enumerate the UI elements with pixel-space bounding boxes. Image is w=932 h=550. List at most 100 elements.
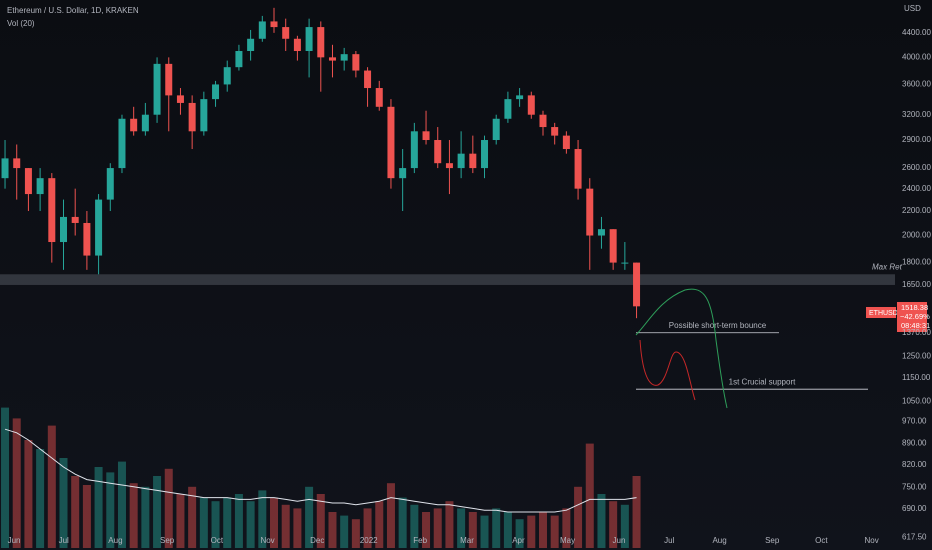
- change-label: −42.69%: [900, 312, 930, 321]
- volume-bar: [632, 476, 641, 548]
- candle-body: [71, 216, 79, 223]
- candle-body: [586, 188, 594, 236]
- candle-body: [1, 158, 9, 179]
- candle-body: [247, 38, 255, 52]
- indicator-label: Vol (20): [7, 19, 35, 28]
- candle-body: [317, 27, 325, 58]
- y-tick-label: 1050.00: [902, 396, 931, 405]
- volume-bar: [585, 443, 594, 548]
- volume-bar: [457, 508, 466, 548]
- volume-bar: [351, 519, 360, 548]
- y-tick-label: 4400.00: [902, 28, 931, 37]
- y-tick-label: 820.00: [902, 460, 927, 469]
- zone-label: Max Ret: [872, 262, 903, 271]
- volume-bar: [328, 512, 337, 548]
- x-tick-label: Nov: [260, 536, 274, 545]
- x-tick-label: Jul: [59, 536, 69, 545]
- volume-bar: [503, 512, 512, 548]
- x-tick-label: May: [560, 536, 575, 545]
- candle-body: [13, 158, 21, 169]
- volume-bar: [398, 497, 407, 548]
- last-price: 1518.38: [901, 303, 928, 312]
- volume-bar: [36, 449, 45, 548]
- candle-body: [562, 135, 570, 150]
- x-tick-label: Jul: [664, 536, 674, 545]
- candle-body: [597, 229, 605, 236]
- candle-body: [457, 153, 465, 169]
- volume-bar: [550, 515, 559, 548]
- y-tick-label: 1370.00: [902, 328, 931, 337]
- candle-body: [481, 140, 489, 169]
- candle-body: [352, 54, 360, 71]
- candle-body: [328, 57, 336, 61]
- volume-bar: [515, 519, 524, 548]
- x-tick-label: Sep: [160, 536, 175, 545]
- y-tick-label: 750.00: [902, 483, 927, 492]
- volume-bar: [574, 486, 583, 548]
- level-label: Possible short-term bounce: [669, 321, 767, 330]
- candle-body: [574, 149, 582, 189]
- volume-bar: [270, 497, 279, 548]
- x-tick-label: Sep: [765, 536, 780, 545]
- candle-body: [153, 63, 161, 115]
- volume-bar: [620, 504, 629, 548]
- resistance-zone: [0, 274, 895, 285]
- volume-bar: [538, 512, 547, 548]
- candle-body: [282, 27, 290, 39]
- x-tick-label: Dec: [310, 536, 324, 545]
- candle-body: [130, 118, 138, 132]
- y-tick-label: 1250.00: [902, 351, 931, 360]
- volume-bar: [82, 485, 91, 548]
- volume-bar: [258, 490, 267, 548]
- volume-bar: [492, 508, 501, 548]
- volume-bar: [433, 508, 442, 548]
- chart-title: Ethereum / U.S. Dollar, 1D, KRAKEN: [7, 6, 139, 15]
- candle-body: [165, 63, 173, 96]
- candle-body: [212, 84, 220, 100]
- x-tick-label: Mar: [460, 536, 474, 545]
- x-tick-label: Aug: [108, 536, 122, 545]
- volume-bar: [527, 515, 536, 548]
- candle-body: [445, 163, 453, 169]
- volume-bar: [422, 512, 431, 548]
- volume-bar: [12, 418, 21, 548]
- volume-bar: [59, 458, 68, 548]
- y-tick-label: 1150.00: [902, 373, 931, 382]
- y-tick-label: 2000.00: [902, 231, 931, 240]
- candle-body: [340, 54, 348, 61]
- symbol-badge: [866, 307, 896, 318]
- x-tick-label: Jun: [613, 536, 626, 545]
- volume-bar: [176, 494, 185, 548]
- candle-body: [118, 118, 126, 169]
- y-tick-label: 2400.00: [902, 184, 931, 193]
- volume-bar: [223, 497, 232, 548]
- candle-body: [305, 27, 313, 52]
- candle-body: [223, 67, 231, 85]
- volume-bar: [386, 483, 395, 548]
- x-tick-label: Oct: [815, 536, 828, 545]
- candle-body: [36, 178, 44, 195]
- y-tick-label: 1800.00: [902, 258, 931, 267]
- volume-bar: [129, 483, 138, 548]
- volume-bar: [281, 504, 290, 548]
- volume-bar: [47, 425, 56, 548]
- candle-body: [24, 168, 32, 195]
- candle-body: [410, 131, 418, 169]
- y-tick-label: 2600.00: [902, 163, 931, 172]
- volume-bar: [1, 407, 10, 548]
- countdown: 08:48:31: [901, 321, 930, 330]
- y-tick-label: 1650.00: [902, 280, 931, 289]
- candle-body: [434, 140, 442, 164]
- x-tick-label: Aug: [712, 536, 726, 545]
- candle-body: [422, 131, 430, 141]
- volume-bar: [234, 494, 243, 548]
- volume-bar: [24, 440, 33, 548]
- candle-body: [469, 153, 477, 169]
- x-tick-label: 2022: [360, 536, 378, 545]
- candle-body: [621, 262, 629, 264]
- volume-bar: [153, 476, 162, 548]
- candle-body: [399, 168, 407, 179]
- volume-bar: [305, 486, 314, 548]
- candle-body: [504, 99, 512, 119]
